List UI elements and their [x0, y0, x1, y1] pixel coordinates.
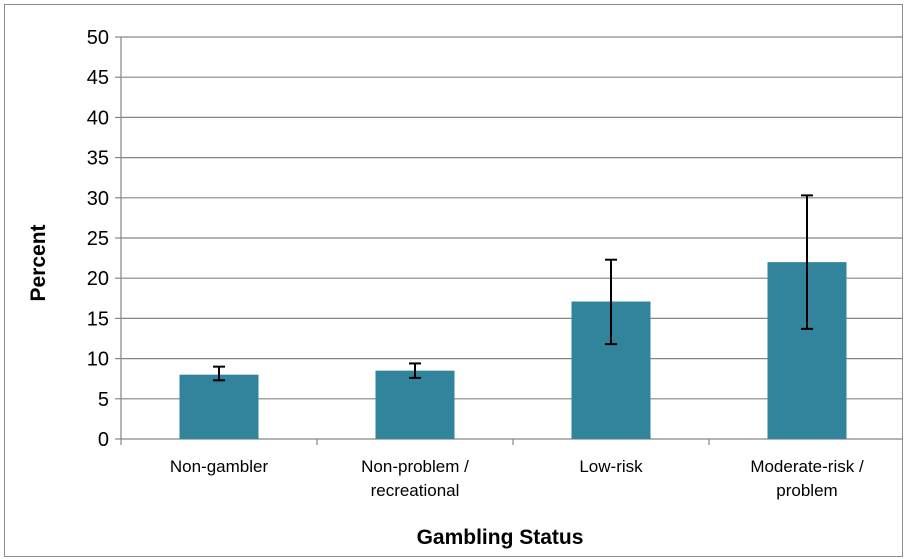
- y-tick-label: 45: [87, 67, 109, 89]
- x-tick-label: Non-gambler: [170, 457, 269, 476]
- x-tick-label: Non-problem /: [361, 457, 469, 476]
- x-tick-label: Moderate-risk /: [750, 457, 864, 476]
- y-tick-label: 5: [98, 389, 109, 411]
- y-tick-label: 35: [87, 148, 109, 170]
- x-tick-label: recreational: [371, 481, 460, 500]
- bar: [179, 374, 259, 439]
- y-tick-label: 30: [87, 188, 109, 210]
- y-axis-title: Percent: [27, 224, 50, 301]
- y-tick-label: 40: [87, 107, 109, 129]
- y-tick-label: 0: [98, 429, 109, 451]
- bar-chart: 0 5 10 15 20 25 30 35 40 45 50 Non-gambler Non-probl…: [27, 27, 902, 549]
- y-tick-label: 50: [87, 27, 109, 49]
- y-tick-label: 25: [87, 228, 109, 250]
- x-tick-label: Low-risk: [579, 457, 643, 476]
- error-bars: [213, 194, 813, 382]
- y-tick-label: 15: [87, 308, 109, 330]
- x-tick-label: problem: [776, 481, 837, 500]
- bars: [179, 262, 847, 439]
- y-tick-label: 10: [87, 349, 109, 371]
- tick-labels: 0 5 10 15 20 25 30 35 40 45 50 Non-gambler Non-probl…: [87, 27, 864, 500]
- bar: [375, 370, 455, 439]
- gridlines: [121, 36, 902, 400]
- x-axis-title: Gambling Status: [417, 526, 584, 549]
- y-tick-label: 20: [87, 268, 109, 290]
- chart-frame: 0 5 10 15 20 25 30 35 40 45 50 Non-gambler Non-probl…: [4, 4, 903, 557]
